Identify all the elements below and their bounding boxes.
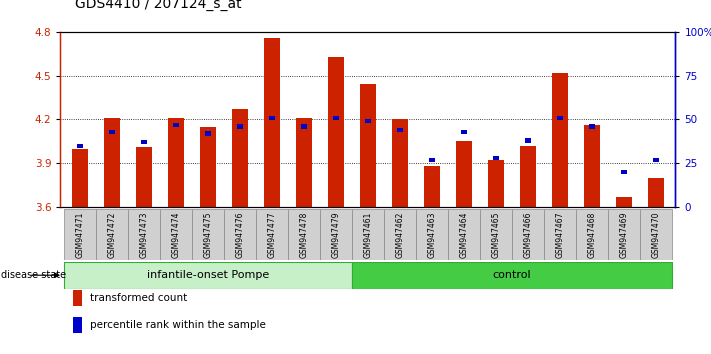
Text: GSM947467: GSM947467 [555, 211, 565, 258]
Text: GSM947465: GSM947465 [491, 211, 501, 258]
Text: GDS4410 / 207124_s_at: GDS4410 / 207124_s_at [75, 0, 241, 11]
Bar [576, 209, 608, 260]
Bar [104, 118, 119, 207]
Bar [224, 209, 256, 260]
Bar [584, 125, 600, 207]
Bar [397, 128, 403, 132]
Bar [269, 115, 274, 120]
Bar [64, 262, 352, 289]
Bar [73, 290, 82, 306]
Text: control: control [493, 270, 531, 280]
Bar [653, 158, 659, 162]
Bar [608, 209, 640, 260]
Text: GSM947462: GSM947462 [395, 211, 405, 258]
Bar [352, 262, 672, 289]
Bar [520, 146, 536, 207]
Bar [141, 140, 146, 144]
Text: GSM947461: GSM947461 [363, 211, 373, 258]
Text: GSM947464: GSM947464 [459, 211, 469, 258]
Bar [360, 84, 376, 207]
Bar [352, 209, 384, 260]
Bar [73, 317, 82, 333]
Bar [64, 209, 96, 260]
Bar [616, 197, 632, 207]
Bar [416, 209, 448, 260]
Bar [205, 131, 210, 136]
Text: GSM947475: GSM947475 [203, 211, 213, 258]
Text: disease state: disease state [1, 270, 67, 280]
Text: GSM947474: GSM947474 [171, 211, 181, 258]
Bar [480, 209, 512, 260]
Bar [168, 118, 183, 207]
Bar [621, 170, 627, 174]
Bar [429, 158, 435, 162]
Bar [72, 149, 87, 207]
Bar [648, 178, 664, 207]
Text: GSM947463: GSM947463 [427, 211, 437, 258]
Bar [173, 122, 178, 127]
Bar [200, 127, 216, 207]
Text: GSM947476: GSM947476 [235, 211, 245, 258]
Bar [288, 209, 320, 260]
Bar [488, 160, 504, 207]
Text: GSM947471: GSM947471 [75, 211, 84, 258]
Bar [493, 156, 499, 160]
Text: infantile-onset Pompe: infantile-onset Pompe [146, 270, 269, 280]
Bar [296, 118, 312, 207]
Bar [237, 124, 242, 129]
Text: GSM947472: GSM947472 [107, 211, 116, 258]
Bar [424, 166, 440, 207]
Text: GSM947479: GSM947479 [331, 211, 341, 258]
Text: GSM947469: GSM947469 [620, 211, 629, 258]
Bar [333, 115, 339, 120]
Bar [192, 209, 224, 260]
Bar [328, 57, 344, 207]
Text: percentile rank within the sample: percentile rank within the sample [90, 320, 266, 330]
Bar [264, 38, 280, 207]
Bar [552, 73, 568, 207]
Bar [392, 120, 408, 207]
Bar [365, 119, 371, 124]
Text: transformed count: transformed count [90, 293, 187, 303]
Text: GSM947470: GSM947470 [652, 211, 661, 258]
Bar [256, 209, 288, 260]
Bar [109, 130, 114, 134]
Bar [456, 141, 472, 207]
Bar [136, 147, 151, 207]
Bar [589, 124, 595, 129]
Bar [544, 209, 576, 260]
Bar [232, 109, 248, 207]
Bar [128, 209, 160, 260]
Bar [320, 209, 352, 260]
Text: GSM947466: GSM947466 [523, 211, 533, 258]
Bar [640, 209, 672, 260]
Text: GSM947473: GSM947473 [139, 211, 148, 258]
Text: GSM947468: GSM947468 [588, 211, 597, 258]
Bar [461, 130, 467, 134]
Bar [301, 124, 306, 129]
Bar [512, 209, 544, 260]
Bar [160, 209, 192, 260]
Bar [77, 144, 82, 148]
Bar [96, 209, 128, 260]
Bar [525, 138, 531, 143]
Bar [557, 115, 563, 120]
Text: GSM947477: GSM947477 [267, 211, 277, 258]
Text: GSM947478: GSM947478 [299, 211, 309, 258]
Bar [448, 209, 480, 260]
Bar [384, 209, 416, 260]
